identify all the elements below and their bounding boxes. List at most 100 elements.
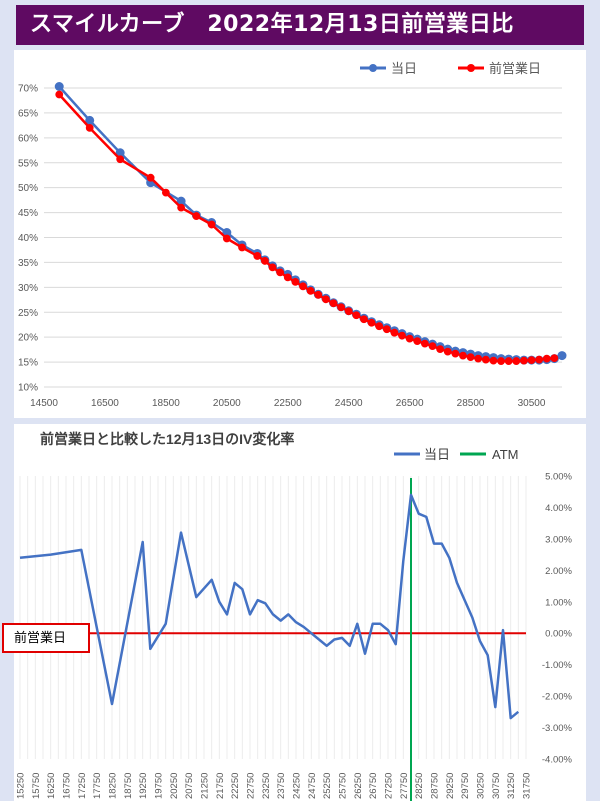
data-point — [466, 353, 475, 362]
x-tick-label: 20750 — [184, 773, 195, 799]
data-point — [161, 188, 170, 197]
data-point — [489, 356, 498, 365]
data-point — [367, 318, 376, 327]
x-tick-label: 25250 — [322, 773, 333, 799]
x-tick-label: 14500 — [30, 398, 58, 409]
data-point — [306, 286, 315, 295]
data-point — [283, 273, 292, 282]
x-tick-label: 19750 — [154, 773, 165, 799]
iv-change-panel: 15250 15750 16250 16750 17250 17750 18250 18750… — [14, 424, 586, 801]
y-tick-label: 55% — [18, 158, 38, 169]
data-point — [116, 155, 125, 164]
data-point — [276, 268, 285, 277]
x-tick-label: 23250 — [261, 773, 272, 799]
y-tick-label: 45% — [18, 208, 38, 219]
x-tick-label: 19250 — [138, 773, 149, 799]
data-point — [192, 212, 201, 220]
y-tick-label: 70% — [18, 84, 38, 95]
data-point — [291, 277, 300, 286]
y-tick-label: -3.00% — [542, 723, 573, 734]
x-tick-label: 21250 — [200, 773, 211, 799]
x-tick-label: 18250 — [108, 773, 119, 799]
y-tick-label: -4.00% — [542, 755, 573, 766]
x-tick-label: 26500 — [396, 398, 424, 409]
data-point — [542, 354, 551, 363]
x-tick-label: 24500 — [335, 398, 363, 409]
y-tick-label: 65% — [18, 108, 38, 119]
x-tick-label: 16500 — [91, 398, 119, 409]
data-point — [527, 356, 536, 364]
x-tick-label: 27750 — [399, 773, 410, 799]
y-tick-label: 0.00% — [545, 629, 572, 640]
y-tick-label: 2.00% — [545, 566, 572, 577]
data-point — [436, 345, 445, 354]
y-tick-label: 1.00% — [545, 597, 572, 608]
x-tick-label: 31250 — [506, 773, 517, 799]
legend-label: 前営業日 — [489, 61, 541, 76]
x-tick-label: 30750 — [491, 773, 502, 799]
data-point — [55, 90, 64, 99]
data-point — [557, 351, 567, 361]
y-tick-label: -1.00% — [542, 660, 573, 671]
x-tick-label: 24250 — [292, 773, 303, 799]
data-point — [222, 234, 231, 243]
x-tick-label: 20250 — [169, 773, 180, 799]
x-tick-label: 21750 — [215, 773, 226, 799]
x-tick-label: 17750 — [92, 773, 103, 799]
legend-label: 当日 — [391, 61, 417, 76]
data-point — [261, 257, 269, 265]
legend-swatch-marker — [369, 64, 377, 72]
y-tick-label: 35% — [18, 258, 38, 269]
data-point — [451, 349, 460, 358]
data-point — [405, 334, 414, 343]
data-point — [420, 339, 429, 348]
data-point — [177, 203, 186, 212]
y-tick-label: 3.00% — [545, 534, 572, 545]
y-tick-label: 5.00% — [545, 472, 572, 483]
y-tick-label: 50% — [18, 183, 38, 194]
x-tick-label: 30250 — [476, 773, 487, 799]
x-tick-label: 26250 — [353, 773, 364, 799]
y-tick-label: 15% — [18, 358, 38, 369]
data-point — [520, 356, 528, 365]
x-tick-label: 28750 — [430, 773, 441, 799]
x-tick-label: 29750 — [460, 773, 471, 799]
data-point — [459, 351, 467, 360]
data-point — [314, 290, 323, 299]
x-tick-label: 15750 — [31, 773, 42, 799]
x-tick-label: 24750 — [307, 773, 318, 799]
data-point — [54, 82, 64, 92]
x-tick-label: 25750 — [338, 773, 349, 799]
data-point — [253, 252, 262, 260]
smile-curve-chart: 10% 15% 20% 25% 30% 35% 40% 45% 50% 55% 60% 65% 70% 1… — [18, 61, 567, 409]
data-point — [85, 123, 94, 132]
data-point — [481, 355, 490, 364]
series-line — [58, 93, 555, 363]
x-tick-label: 22750 — [246, 773, 257, 799]
data-point — [398, 331, 406, 340]
data-point — [268, 263, 277, 272]
data-point — [207, 220, 216, 229]
x-tick-label: 22250 — [230, 773, 241, 799]
data-point — [299, 282, 307, 291]
y-tick-label: 4.00% — [545, 503, 572, 514]
x-tick-label: 17250 — [77, 773, 88, 799]
y-tick-label: 30% — [18, 283, 38, 294]
x-tick-label: 16250 — [46, 773, 57, 799]
x-tick-label: 18500 — [152, 398, 180, 409]
data-point — [512, 357, 521, 365]
data-point — [360, 315, 368, 324]
data-point — [375, 322, 384, 331]
y-tick-label: 40% — [18, 233, 38, 244]
data-point — [474, 354, 483, 363]
data-point — [428, 342, 437, 351]
data-point — [390, 328, 399, 337]
data-point — [382, 325, 391, 334]
data-point — [535, 355, 544, 364]
data-point — [344, 307, 353, 316]
x-tick-label: 22500 — [274, 398, 302, 409]
x-tick-label: 29250 — [445, 773, 456, 799]
x-tick-label: 28250 — [414, 773, 425, 799]
data-point — [352, 311, 361, 320]
x-tick-label: 15250 — [16, 773, 27, 799]
